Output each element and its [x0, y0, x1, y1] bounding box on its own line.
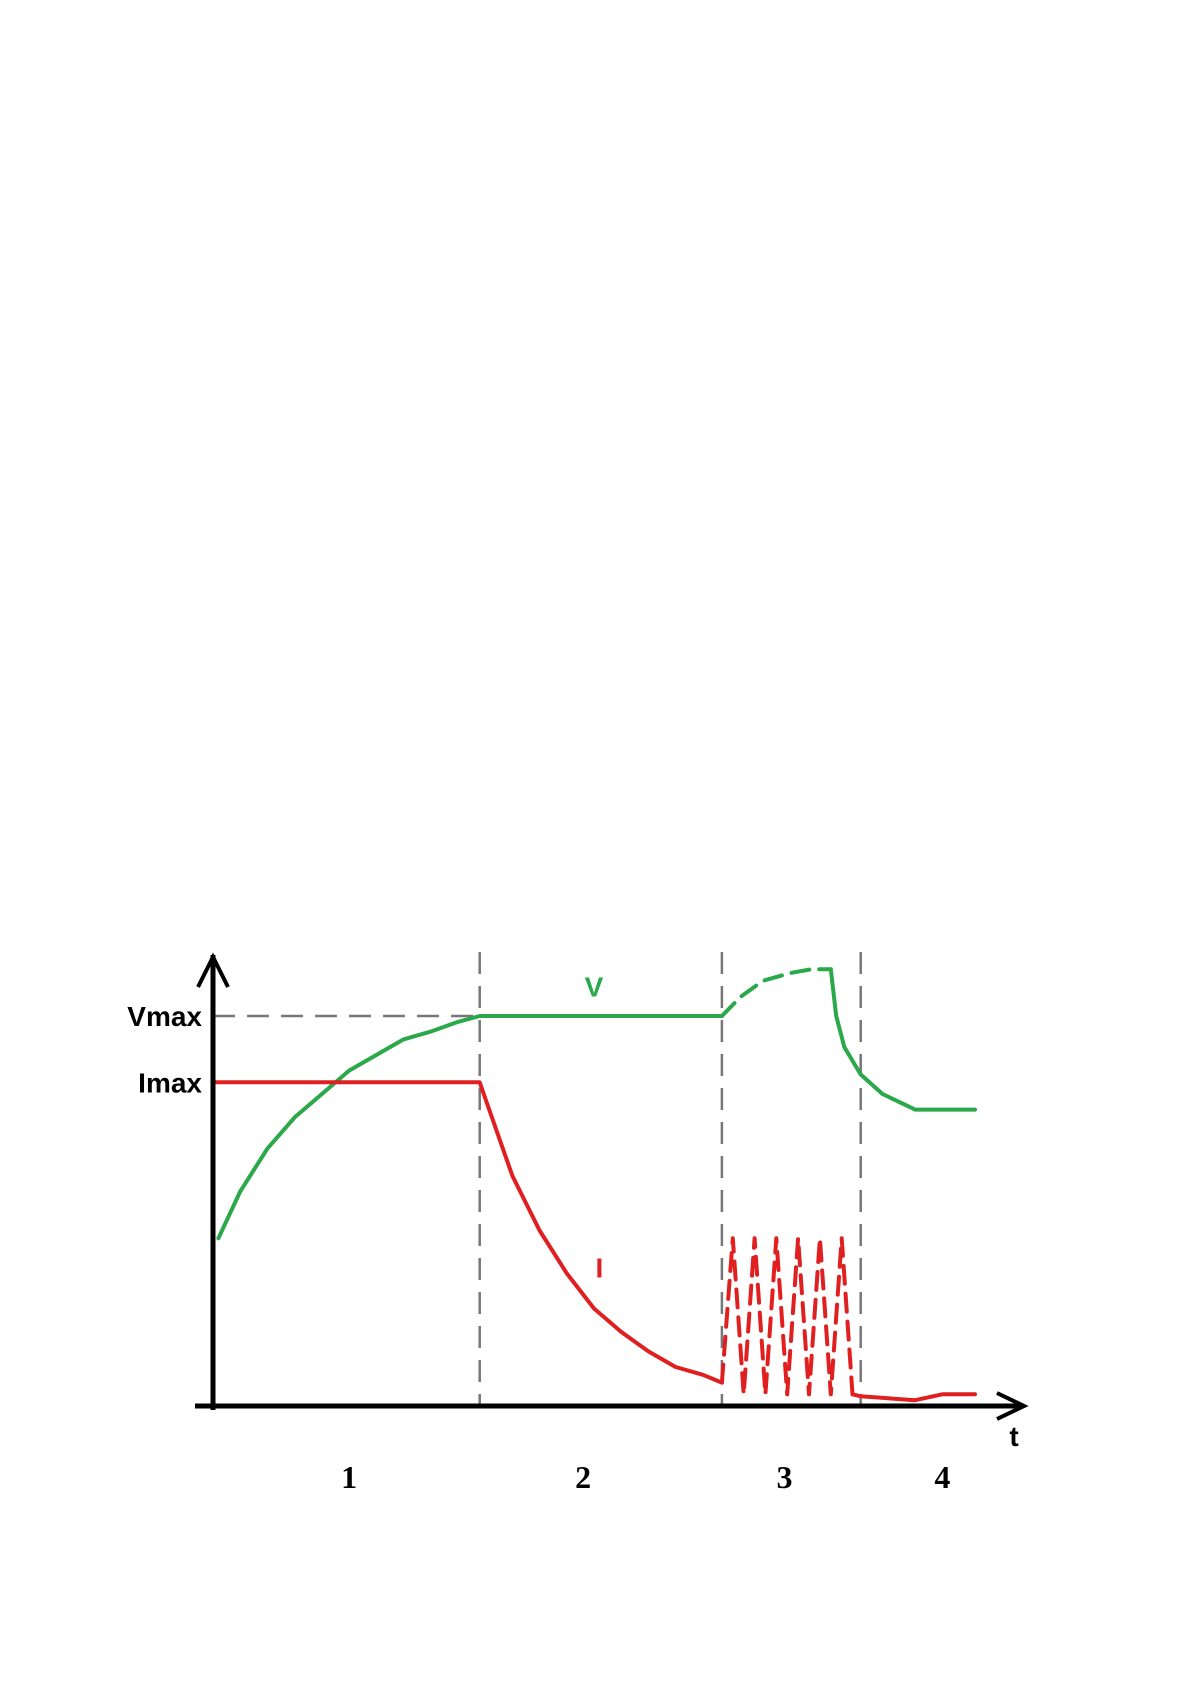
- y-axis-arrowhead: [196, 952, 230, 988]
- series-i-segment-2: [719, 1236, 855, 1397]
- y-tick-label-imax: Imax: [138, 1067, 202, 1098]
- phase-label-1: 1: [341, 1459, 357, 1495]
- y-tick-label-vmax: Vmax: [127, 1001, 202, 1032]
- series-layer: [211, 967, 977, 1403]
- labels-layer: V I Vmax Imax t 1 2 3 4: [127, 972, 1018, 1496]
- series-v-segment-1: [216, 1014, 724, 1241]
- series-i-segment-3: [850, 1392, 977, 1403]
- series-i-segment-1: [211, 1080, 724, 1385]
- axes: [195, 952, 1029, 1421]
- series-label-v: V: [585, 972, 604, 1003]
- series-v-segment-3: [828, 967, 977, 1112]
- phase-label-3: 3: [777, 1459, 793, 1495]
- x-axis-label: t: [1009, 1421, 1018, 1452]
- series-label-i: I: [596, 1252, 604, 1283]
- series-v-segment-2: [719, 967, 833, 1018]
- x-axis-arrowhead: [996, 1391, 1029, 1421]
- phase-label-2: 2: [575, 1459, 591, 1495]
- guide-lines: [213, 952, 862, 1406]
- phase-label-4: 4: [934, 1459, 950, 1495]
